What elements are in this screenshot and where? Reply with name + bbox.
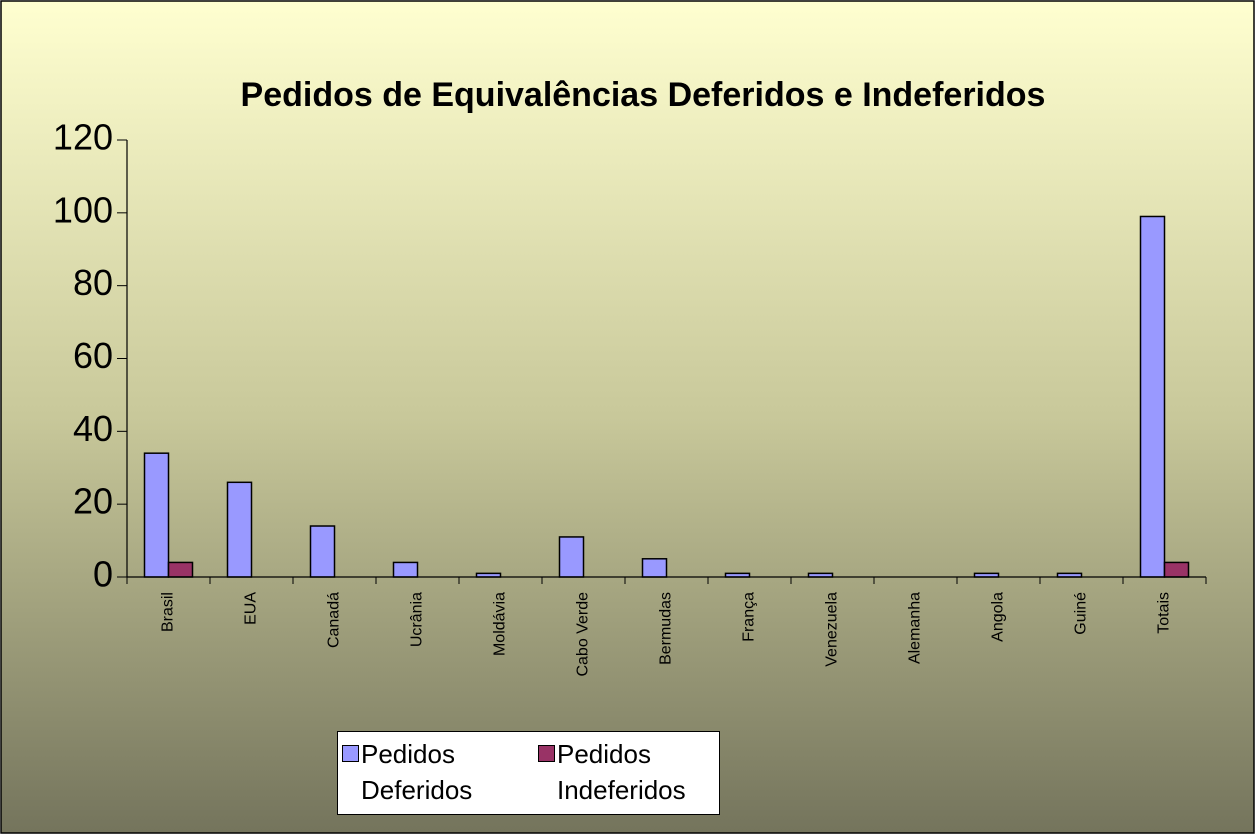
bar	[226, 481, 253, 578]
x-tick-label: Canadá	[326, 592, 343, 648]
bar	[558, 536, 585, 578]
x-tick-label: Venezuela	[824, 592, 841, 667]
y-tick-label: 0	[93, 554, 113, 595]
y-tick-label: 60	[73, 335, 113, 376]
x-tick-label: Guiné	[1073, 592, 1090, 635]
legend-label: Pedidos Indeferidos	[557, 739, 686, 805]
x-tick-label: Cabo Verde	[575, 592, 592, 677]
y-tick-label: 20	[73, 481, 113, 522]
y-tick-label: 100	[53, 189, 113, 230]
x-tick-label: Alemanha	[907, 592, 924, 664]
legend: Pedidos Deferidos Pedidos Indeferidos	[337, 731, 720, 815]
x-tick-label: Bermudas	[658, 592, 675, 665]
bar	[309, 525, 336, 578]
x-tick-label: Angola	[990, 592, 1007, 642]
y-tick-label: 120	[53, 117, 113, 158]
x-tick-label: Ucrânia	[409, 592, 426, 647]
y-tick-label: 80	[73, 262, 113, 303]
bar	[167, 561, 194, 578]
bar	[1139, 215, 1166, 578]
bar	[143, 452, 170, 578]
x-tick-label: Totais	[1156, 592, 1173, 634]
legend-swatch	[538, 745, 555, 762]
x-tick-label: EUA	[243, 592, 260, 625]
chart-title: Pedidos de Equivalências Deferidos e Ind…	[241, 76, 1046, 114]
legend-swatch	[342, 745, 359, 762]
bar	[641, 558, 668, 578]
x-tick-label: Brasil	[160, 592, 177, 632]
y-tick-label: 40	[73, 408, 113, 449]
x-tick-label: França	[741, 592, 758, 642]
legend-label: Pedidos Deferidos	[361, 739, 473, 805]
bar	[392, 561, 419, 578]
x-tick-label: Moldávia	[492, 592, 509, 656]
bar	[1163, 561, 1190, 578]
